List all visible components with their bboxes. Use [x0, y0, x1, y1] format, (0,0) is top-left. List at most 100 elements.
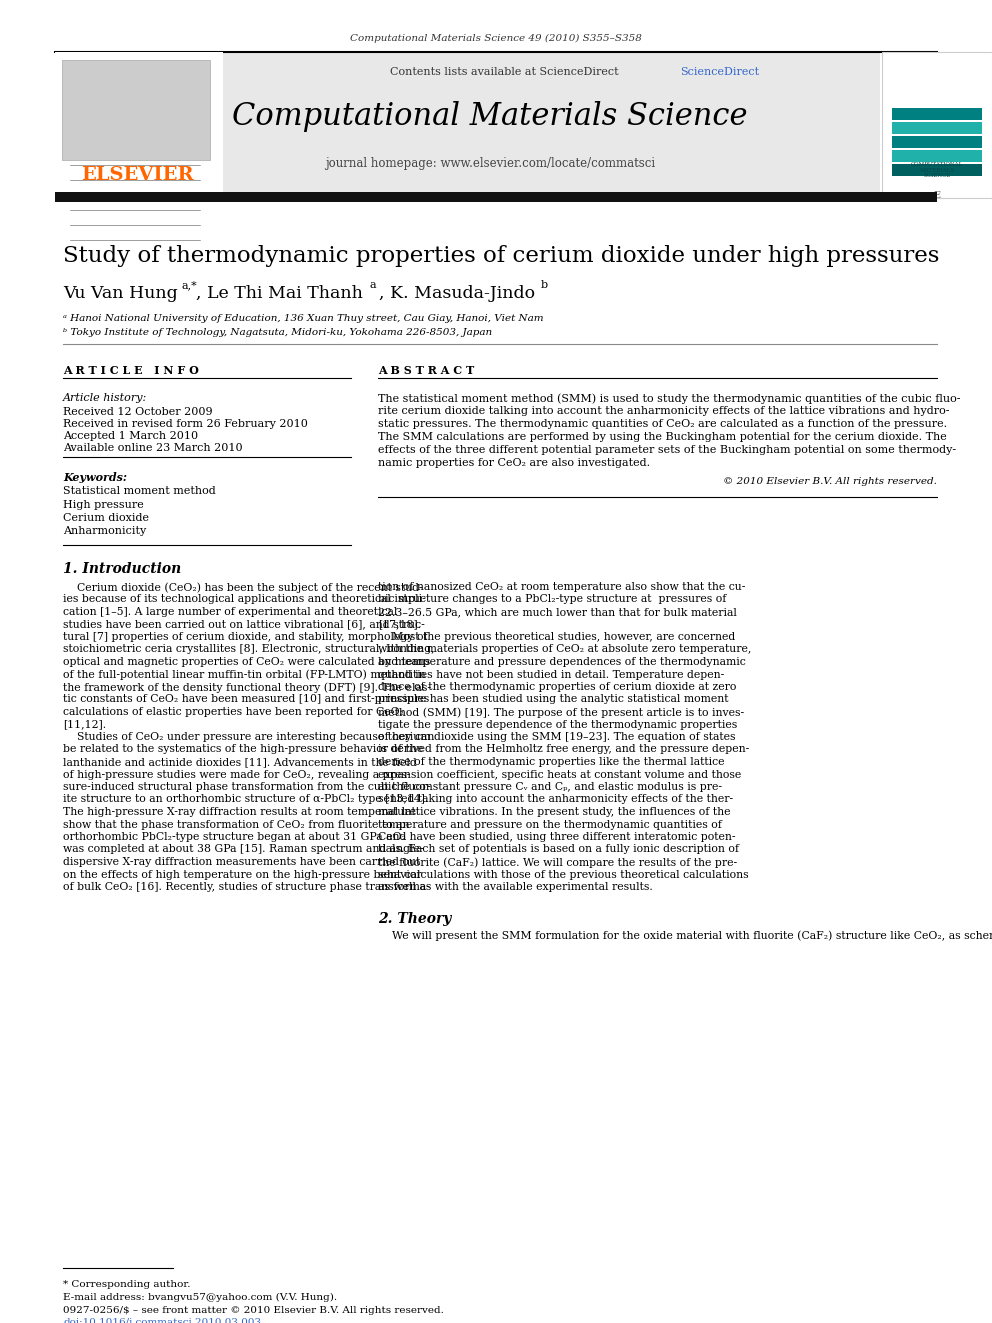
- Text: journal homepage: www.elsevier.com/locate/commatsci: journal homepage: www.elsevier.com/locat…: [325, 156, 655, 169]
- Bar: [882, 52, 992, 198]
- Bar: [892, 149, 982, 161]
- Text: rite cerium dioxide talking into account the anharmonicity effects of the lattic: rite cerium dioxide talking into account…: [378, 406, 949, 415]
- Text: a,*: a,*: [181, 280, 196, 290]
- Text: at the constant pressure Cᵥ and Cₚ, and elastic modulus is pre-: at the constant pressure Cᵥ and Cₚ, and …: [378, 782, 722, 792]
- Text: ies because of its technological applications and theoretical impli-: ies because of its technological applica…: [63, 594, 426, 605]
- Text: Studies of CeO₂ under pressure are interesting because they can: Studies of CeO₂ under pressure are inter…: [63, 732, 434, 742]
- Text: High pressure: High pressure: [63, 500, 144, 509]
- Text: Cerium dioxide: Cerium dioxide: [63, 513, 149, 523]
- Text: and temperature and pressure dependences of the thermodynamic: and temperature and pressure dependences…: [378, 658, 746, 667]
- Text: of bulk CeO₂ [16]. Recently, studies of structure phase transforma-: of bulk CeO₂ [16]. Recently, studies of …: [63, 882, 430, 892]
- Text: © 2010 Elsevier B.V. All rights reserved.: © 2010 Elsevier B.V. All rights reserved…: [723, 478, 937, 486]
- Text: tural [7] properties of cerium dioxide, and stability, morphology of: tural [7] properties of cerium dioxide, …: [63, 632, 428, 642]
- Text: 22.3–26.5 GPa, which are much lower than that for bulk material: 22.3–26.5 GPa, which are much lower than…: [378, 607, 737, 617]
- Text: ELSEVIER: ELSEVIER: [80, 165, 193, 184]
- Text: pressure has been studied using the analytic statistical moment: pressure has been studied using the anal…: [378, 695, 728, 705]
- Text: The SMM calculations are performed by using the Buckingham potential for the cer: The SMM calculations are performed by us…: [378, 433, 946, 442]
- Text: of the full-potential linear muffin-tin orbital (FP-LMTO) method in: of the full-potential linear muffin-tin …: [63, 669, 426, 680]
- Text: tic constants of CeO₂ have been measured [10] and first-principles: tic constants of CeO₂ have been measured…: [63, 695, 430, 705]
- Text: * Corresponding author.: * Corresponding author.: [63, 1279, 190, 1289]
- Text: Cerium dioxide (CeO₂) has been the subject of the recent stud-: Cerium dioxide (CeO₂) has been the subje…: [63, 582, 423, 593]
- Text: Keywords:: Keywords:: [63, 472, 127, 483]
- Text: temperature and pressure on the thermodynamic quantities of: temperature and pressure on the thermody…: [378, 819, 722, 830]
- Text: bic structure changes to a PbCl₂-type structure at  pressures of: bic structure changes to a PbCl₂-type st…: [378, 594, 726, 605]
- Text: with the materials properties of CeO₂ at absolute zero temperature,: with the materials properties of CeO₂ at…: [378, 644, 751, 655]
- Bar: [892, 136, 982, 148]
- Text: cation [1–5]. A large number of experimental and theoretical: cation [1–5]. A large number of experime…: [63, 607, 398, 617]
- Text: ite structure to an orthorhombic structure of α-PbCl₂ type [13,14].: ite structure to an orthorhombic structu…: [63, 795, 429, 804]
- Text: b: b: [541, 280, 549, 290]
- Text: calculations of elastic properties have been reported for CeO₂: calculations of elastic properties have …: [63, 706, 404, 717]
- Bar: [892, 108, 982, 120]
- Text: The statistical moment method (SMM) is used to study the thermodynamic quantitie: The statistical moment method (SMM) is u…: [378, 393, 960, 404]
- Text: We will present the SMM formulation for the oxide material with fluorite (CaF₂) : We will present the SMM formulation for …: [378, 930, 992, 941]
- Text: expansion coefficient, specific heats at constant volume and those: expansion coefficient, specific heats at…: [378, 770, 741, 779]
- Text: The high-pressure X-ray diffraction results at room temperature: The high-pressure X-ray diffraction resu…: [63, 807, 416, 818]
- Text: , K. Masuda-Jindo: , K. Masuda-Jindo: [379, 284, 535, 302]
- Text: be related to the systematics of the high-pressure behavior of the: be related to the systematics of the hig…: [63, 745, 424, 754]
- Text: A B S T R A C T: A B S T R A C T: [378, 365, 474, 376]
- Text: ᵇ Tokyo Institute of Technology, Nagatsuta, Midori-ku, Yokohama 226-8503, Japan: ᵇ Tokyo Institute of Technology, Nagatsu…: [63, 328, 492, 337]
- Text: static pressures. The thermodynamic quantities of CeO₂ are calculated as a funct: static pressures. The thermodynamic quan…: [378, 419, 947, 429]
- Bar: [892, 122, 982, 134]
- Text: dence of the thermodynamic properties of cerium dioxide at zero: dence of the thermodynamic properties of…: [378, 681, 736, 692]
- Text: E: E: [933, 191, 940, 200]
- Text: , Le Thi Mai Thanh: , Le Thi Mai Thanh: [196, 284, 363, 302]
- Text: of high-pressure studies were made for CeO₂, revealing a pres-: of high-pressure studies were made for C…: [63, 770, 411, 779]
- Text: the fluorite (CaF₂) lattice. We will compare the results of the pre-: the fluorite (CaF₂) lattice. We will com…: [378, 857, 737, 868]
- Text: sure-induced structural phase transformation from the cubic fluor-: sure-induced structural phase transforma…: [63, 782, 431, 792]
- Text: the framework of the density functional theory (DFT) [9]. The elas-: the framework of the density functional …: [63, 681, 431, 692]
- Text: Article history:: Article history:: [63, 393, 147, 404]
- Text: mal lattice vibrations. In the present study, the influences of the: mal lattice vibrations. In the present s…: [378, 807, 730, 818]
- Text: Study of thermodynamic properties of cerium dioxide under high pressures: Study of thermodynamic properties of cer…: [63, 245, 939, 267]
- Bar: [55, 52, 880, 200]
- Text: studies have been carried out on lattice vibrational [6], and struc-: studies have been carried out on lattice…: [63, 619, 425, 630]
- Text: A R T I C L E   I N F O: A R T I C L E I N F O: [63, 365, 198, 376]
- Text: sent calculations with those of the previous theoretical calculations: sent calculations with those of the prev…: [378, 869, 749, 880]
- Text: [17,18].: [17,18].: [378, 619, 421, 630]
- Bar: [892, 164, 982, 176]
- Text: 0927-0256/$ – see front matter © 2010 Elsevier B.V. All rights reserved.: 0927-0256/$ – see front matter © 2010 El…: [63, 1306, 443, 1315]
- Text: Computational Materials Science: Computational Materials Science: [232, 101, 748, 131]
- Text: 2. Theory: 2. Theory: [378, 913, 451, 926]
- Text: COMPUTATIONAL
MATERIALS
SCIENCE: COMPUTATIONAL MATERIALS SCIENCE: [911, 161, 963, 179]
- Text: is derived from the Helmholtz free energy, and the pressure depen-: is derived from the Helmholtz free energ…: [378, 745, 749, 754]
- Text: was completed at about 38 GPa [15]. Raman spectrum and angle-: was completed at about 38 GPa [15]. Rama…: [63, 844, 424, 855]
- Text: [11,12].: [11,12].: [63, 720, 106, 729]
- Text: quantities have not been studied in detail. Temperature depen-: quantities have not been studied in deta…: [378, 669, 724, 680]
- Bar: [55, 192, 937, 202]
- Text: sented taking into account the anharmonicity effects of the ther-: sented taking into account the anharmoni…: [378, 795, 733, 804]
- Text: Available online 23 March 2010: Available online 23 March 2010: [63, 443, 243, 452]
- Text: effects of the three different potential parameter sets of the Buckingham potent: effects of the three different potential…: [378, 445, 956, 455]
- Text: orthorhombic PbCl₂-type structure began at about 31 GPa and: orthorhombic PbCl₂-type structure began …: [63, 832, 407, 841]
- Text: CeO₂ have been studied, using three different interatomic poten-: CeO₂ have been studied, using three diff…: [378, 832, 735, 841]
- Text: of cerium dioxide using the SMM [19–23]. The equation of states: of cerium dioxide using the SMM [19–23].…: [378, 732, 735, 742]
- Text: as well as with the available experimental results.: as well as with the available experiment…: [378, 882, 653, 892]
- Text: lanthanide and actinide dioxides [11]. Advancements in the field: lanthanide and actinide dioxides [11]. A…: [63, 757, 417, 767]
- Text: optical and magnetic properties of CeO₂ were calculated by means: optical and magnetic properties of CeO₂ …: [63, 658, 431, 667]
- Text: method (SMM) [19]. The purpose of the present article is to inves-: method (SMM) [19]. The purpose of the pr…: [378, 706, 744, 717]
- Text: ᵃ Hanoi National University of Education, 136 Xuan Thuy street, Cau Giay, Hanoi,: ᵃ Hanoi National University of Education…: [63, 314, 544, 323]
- Bar: [55, 52, 223, 200]
- Text: dispersive X-ray diffraction measurements have been carried out: dispersive X-ray diffraction measurement…: [63, 857, 421, 867]
- Text: show that the phase transformation of CeO₂ from fluorite to an: show that the phase transformation of Ce…: [63, 819, 410, 830]
- Text: tials. Each set of potentials is based on a fully ionic description of: tials. Each set of potentials is based o…: [378, 844, 739, 855]
- Text: Statistical moment method: Statistical moment method: [63, 486, 215, 496]
- Text: E-mail address: bvangvu57@yahoo.com (V.V. Hung).: E-mail address: bvangvu57@yahoo.com (V.V…: [63, 1293, 337, 1302]
- Text: dence of the thermodynamic properties like the thermal lattice: dence of the thermodynamic properties li…: [378, 757, 724, 767]
- Text: tion of nanosized CeO₂ at room temperature also show that the cu-: tion of nanosized CeO₂ at room temperatu…: [378, 582, 745, 591]
- Text: Contents lists available at ScienceDirect: Contents lists available at ScienceDirec…: [390, 67, 622, 77]
- Text: a: a: [370, 280, 377, 290]
- Text: Received in revised form 26 February 2010: Received in revised form 26 February 201…: [63, 419, 308, 429]
- Text: ScienceDirect: ScienceDirect: [680, 67, 759, 77]
- Bar: [62, 60, 210, 160]
- Text: on the effects of high temperature on the high-pressure behavior: on the effects of high temperature on th…: [63, 869, 422, 880]
- Text: Most the previous theoretical studies, however, are concerned: Most the previous theoretical studies, h…: [378, 632, 735, 642]
- Text: namic properties for CeO₂ are also investigated.: namic properties for CeO₂ are also inves…: [378, 458, 650, 468]
- Text: Received 12 October 2009: Received 12 October 2009: [63, 407, 212, 417]
- Text: Anharmonicity: Anharmonicity: [63, 527, 146, 537]
- Text: Accepted 1 March 2010: Accepted 1 March 2010: [63, 431, 198, 441]
- Text: doi:10.1016/j.commatsci.2010.03.003: doi:10.1016/j.commatsci.2010.03.003: [63, 1318, 261, 1323]
- Text: stoichiometric ceria crystallites [8]. Electronic, structural, bonding,: stoichiometric ceria crystallites [8]. E…: [63, 644, 434, 655]
- Text: 1. Introduction: 1. Introduction: [63, 562, 182, 576]
